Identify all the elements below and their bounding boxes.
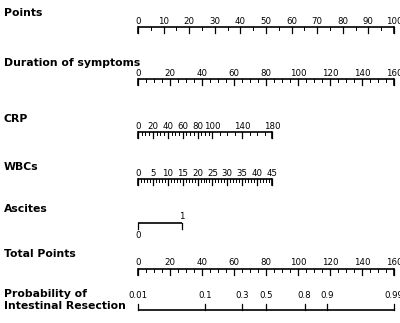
Text: 25: 25 — [207, 169, 218, 178]
Text: 20: 20 — [192, 169, 203, 178]
Text: 60: 60 — [286, 17, 297, 26]
Text: 50: 50 — [260, 17, 272, 26]
Text: 70: 70 — [312, 17, 323, 26]
Text: 40: 40 — [196, 68, 208, 78]
Text: 40: 40 — [196, 258, 208, 267]
Text: 0: 0 — [135, 231, 141, 240]
Text: 0.9: 0.9 — [320, 291, 334, 300]
Text: 0: 0 — [135, 258, 141, 267]
Text: Total Points: Total Points — [4, 249, 76, 259]
Text: 20: 20 — [164, 258, 176, 267]
Text: 5: 5 — [150, 169, 156, 178]
Text: 10: 10 — [158, 17, 169, 26]
Text: 100: 100 — [204, 122, 221, 131]
Text: 60: 60 — [228, 258, 240, 267]
Text: 0.5: 0.5 — [259, 291, 273, 300]
Text: 35: 35 — [237, 169, 248, 178]
Text: Ascites: Ascites — [4, 204, 48, 214]
Text: 0: 0 — [135, 122, 141, 131]
Text: 80: 80 — [192, 122, 203, 131]
Text: 0.3: 0.3 — [236, 291, 249, 300]
Text: 60: 60 — [177, 122, 188, 131]
Text: Probability of
Intestinal Resection: Probability of Intestinal Resection — [4, 289, 126, 311]
Text: 20: 20 — [164, 68, 176, 78]
Text: 10: 10 — [162, 169, 173, 178]
Text: 40: 40 — [162, 122, 173, 131]
Text: 140: 140 — [354, 258, 370, 267]
Text: 0.01: 0.01 — [128, 291, 148, 300]
Text: 60: 60 — [228, 68, 240, 78]
Text: 90: 90 — [363, 17, 374, 26]
Text: Points: Points — [4, 8, 42, 18]
Text: 0.99: 0.99 — [384, 291, 400, 300]
Text: 40: 40 — [235, 17, 246, 26]
Text: 100: 100 — [386, 17, 400, 26]
Text: 0.1: 0.1 — [198, 291, 212, 300]
Text: 80: 80 — [260, 258, 272, 267]
Text: 45: 45 — [266, 169, 278, 178]
Text: 1: 1 — [179, 212, 185, 221]
Text: Duration of symptoms: Duration of symptoms — [4, 58, 140, 68]
Text: 0.8: 0.8 — [298, 291, 312, 300]
Text: 140: 140 — [234, 122, 250, 131]
Text: 0: 0 — [135, 17, 141, 26]
Text: 30: 30 — [222, 169, 233, 178]
Text: 160: 160 — [386, 258, 400, 267]
Text: 20: 20 — [184, 17, 195, 26]
Text: 160: 160 — [386, 68, 400, 78]
Text: 80: 80 — [337, 17, 348, 26]
Text: WBCs: WBCs — [4, 162, 39, 172]
Text: 140: 140 — [354, 68, 370, 78]
Text: 120: 120 — [322, 68, 338, 78]
Text: 100: 100 — [290, 68, 306, 78]
Text: 40: 40 — [252, 169, 263, 178]
Text: 100: 100 — [290, 258, 306, 267]
Text: 15: 15 — [177, 169, 188, 178]
Text: 30: 30 — [209, 17, 220, 26]
Text: 80: 80 — [260, 68, 272, 78]
Text: 0: 0 — [135, 169, 141, 178]
Text: 180: 180 — [264, 122, 280, 131]
Text: 20: 20 — [147, 122, 158, 131]
Text: 120: 120 — [322, 258, 338, 267]
Text: 0: 0 — [135, 68, 141, 78]
Text: CRP: CRP — [4, 114, 28, 124]
